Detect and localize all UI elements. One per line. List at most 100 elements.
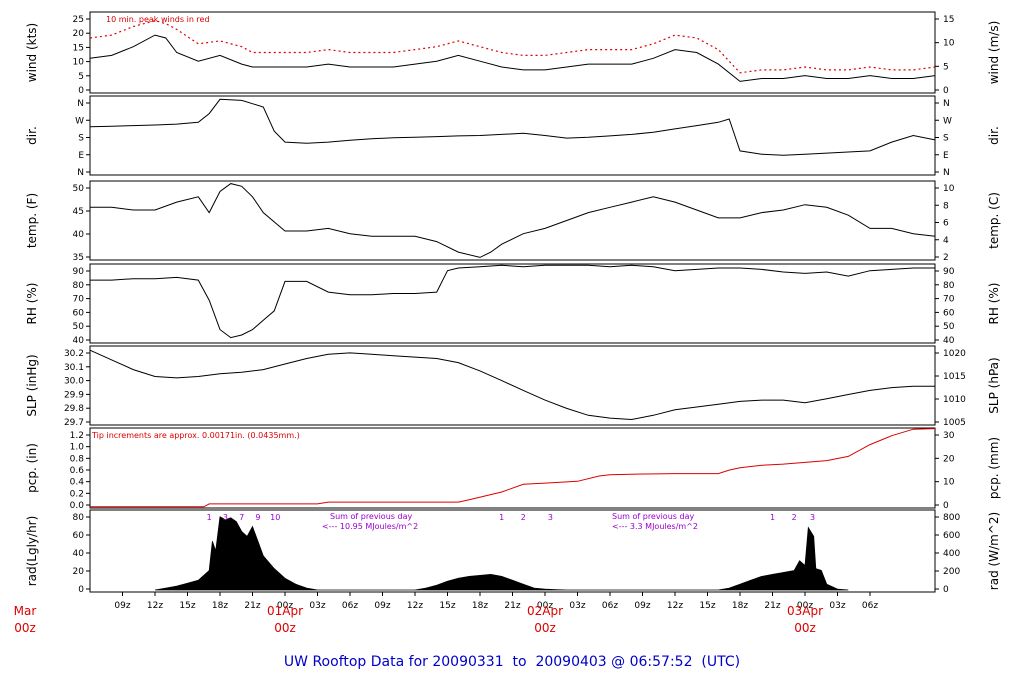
panel-frame [89,263,936,344]
panel-frame [89,180,936,261]
panel-relative-humidity [86,263,939,344]
y-axis-label-right: wind (m/s) [987,21,1001,85]
left-tick-label: 20 [73,29,85,39]
left-tick-label: 1.2 [70,431,84,441]
right-tick-label: 10 [943,478,955,488]
left-tick-label: 40 [73,230,85,240]
right-tick-label: 0 [943,585,949,595]
left-tick-label: 90 [73,267,85,277]
time-tick-label: 06z [862,601,878,611]
time-tick-label: 21z [764,601,780,611]
y-axis-label-left: pcp. (in) [25,443,39,493]
time-tick-label: 12z [147,601,163,611]
day-label-date: 01Apr [267,604,303,618]
left-tick-label: 30.2 [64,349,84,359]
radiation-marker: 2 [521,513,526,522]
left-tick-label: 60 [73,308,85,318]
time-tick-label: 09z [374,601,390,611]
time-tick-label: 00z [797,601,813,611]
panel-wind [86,11,939,94]
left-tick-label: 70 [73,295,85,305]
left-tick-label: 29.8 [64,404,84,414]
right-tick-label: 4 [943,236,949,246]
y-axis-label-left: dir. [25,126,39,145]
right-tick-label: E [943,151,949,161]
right-tick-label: 60 [943,308,955,318]
left-tick-label: 50 [73,322,85,332]
y-axis-label-left: SLP (inHg) [25,354,39,416]
y-axis-label-right: pcp. (mm) [987,437,1001,499]
right-tick-label: 400 [943,549,960,559]
day-label-date: 03Apr [787,604,823,618]
right-tick-label: N [943,168,950,178]
left-tick-label: E [78,151,84,161]
time-tick-label: 09z [114,601,130,611]
y-axis-label-right: temp. (C) [987,192,1001,249]
right-tick-label: 15 [943,15,954,25]
radiation-marker: 1 [499,513,504,522]
panel-frame [89,95,936,176]
time-tick-label: 00z [537,601,553,611]
y-axis-label-right: RH (%) [987,283,1001,325]
left-tick-label: N [77,99,84,109]
right-tick-label: 10 [943,184,955,194]
left-tick-label: 45 [73,207,84,217]
day-label-hour: 00z [794,621,816,635]
panel-frame [89,427,936,509]
y-axis-label-left: RH (%) [25,283,39,325]
radiation-marker: 3 [810,513,815,522]
panel-frame [89,345,936,426]
right-tick-label: 10 [943,39,955,49]
right-tick-label: 0 [943,501,949,511]
series-line-temperature [90,183,936,258]
day-label-date: 02Apr [527,604,563,618]
right-tick-label: 1010 [943,395,966,405]
left-tick-label: 5 [78,72,84,82]
right-tick-label: 1020 [943,349,966,359]
time-tick-label: 18z [472,601,488,611]
right-tick-label: S [943,134,949,144]
time-tick-label: 06z [602,601,618,611]
left-tick-label: 80 [73,513,85,523]
left-tick-label: 60 [73,531,85,541]
radiation-marker: 1 [770,513,775,522]
time-tick-label: 21z [244,601,260,611]
left-tick-label: 40 [73,549,85,559]
series-line-10-min-peak [89,20,936,74]
right-tick-label: 90 [943,267,955,277]
series-line-RH [90,264,935,339]
left-tick-label: 0.6 [70,466,85,476]
y-axis-label-left: wind (kts) [25,23,39,82]
time-tick-label: 09z [634,601,650,611]
y-axis-label-left: temp. (F) [25,193,39,248]
series-line-wind-speed [89,34,936,82]
time-tick-label: 15z [179,601,195,611]
right-tick-label: 6 [943,219,949,229]
left-tick-label: 15 [73,43,84,53]
left-tick-label: 29.9 [64,390,84,400]
chart-title: UW Rooftop Data for 20090331 to 20090403… [284,654,740,670]
day-label-date: Mar [14,604,37,618]
time-tick-label: 06z [342,601,358,611]
left-tick-label: S [78,134,84,144]
left-tick-label: 10 [73,58,85,68]
time-tick-label: 03z [309,601,325,611]
right-tick-label: 600 [943,531,960,541]
right-tick-label: 5 [943,62,949,72]
time-tick-label: 15z [699,601,715,611]
left-tick-label: 20 [73,567,85,577]
time-tick-label: 15z [439,601,455,611]
radiation-marker: 3 [548,513,553,522]
time-tick-label: 03z [829,601,845,611]
right-tick-label: N [943,99,950,109]
radiation-marker: 3 [223,513,228,522]
right-tick-label: 0 [943,86,949,96]
radiation-marker: 2 [792,513,797,522]
day-label-hour: 00z [14,621,36,635]
radiation-sum-annotation: <--- 10.95 MJoules/m^2 [322,522,418,531]
left-tick-label: 30.0 [64,377,84,387]
left-tick-label: 40 [73,336,85,346]
series-area-radiation [154,516,849,591]
panel-frame [89,11,936,94]
